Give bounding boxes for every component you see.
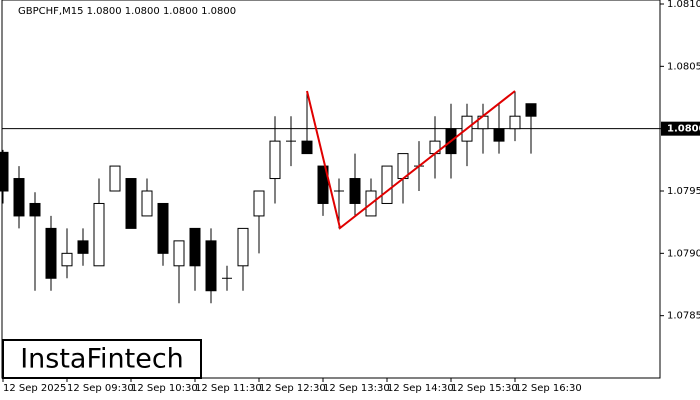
pattern-line — [306, 90, 516, 230]
candle-body — [349, 178, 361, 204]
candle-body — [61, 252, 73, 267]
marks — [0, 91, 660, 304]
watermark-box — [2, 339, 202, 379]
candle-body — [29, 202, 41, 217]
watermark: InstaFintech — [20, 344, 184, 375]
candle-body — [93, 202, 105, 267]
y-tick-label: 1.0785 — [667, 311, 700, 322]
candle-body — [237, 227, 249, 267]
y-tick-label: 1.0805 — [667, 61, 700, 72]
candle-body — [189, 227, 201, 267]
chart-title: GBPCHF,M15 1.0800 1.0800 1.0800 1.0800 — [18, 6, 236, 17]
candle-body — [141, 190, 153, 217]
candle-body — [525, 103, 537, 117]
candle-body — [205, 240, 217, 292]
candle-body — [125, 178, 137, 229]
candle-body — [253, 190, 265, 217]
x-tick-label: 12 Sep 10:30 — [131, 383, 198, 394]
candle-body — [13, 178, 25, 217]
x-tick-label: 12 Sep 13:30 — [323, 383, 390, 394]
candle-body — [77, 240, 89, 254]
candle-body — [0, 151, 9, 192]
candle-body — [301, 140, 313, 155]
candle-body — [157, 202, 169, 254]
x-tick-label: 12 Sep 09:30 — [67, 383, 134, 394]
candle-body — [45, 227, 57, 279]
candle-body — [109, 165, 121, 192]
x-tick-label: 12 Sep 15:30 — [451, 383, 518, 394]
y-tick-label: 1.0800 — [667, 124, 700, 135]
candle-body — [317, 165, 329, 204]
y-tick-label: 1.0790 — [667, 248, 700, 259]
x-tick-label: 12 Sep 2025 — [3, 383, 66, 394]
candle-body — [493, 128, 505, 142]
candle-body — [509, 115, 521, 130]
y-tick-label: 1.0810 — [667, 0, 700, 10]
candle-body — [269, 140, 281, 180]
y-tick-label: 1.0795 — [667, 186, 700, 197]
candle-body — [173, 240, 185, 267]
x-tick-label: 12 Sep 16:30 — [515, 383, 582, 394]
x-tick-label: 12 Sep 12:30 — [259, 383, 326, 394]
candle-body — [381, 165, 393, 204]
price-tag — [661, 121, 700, 136]
x-tick-label: 12 Sep 11:30 — [195, 383, 262, 394]
x-tick-label: 12 Sep 14:30 — [387, 383, 454, 394]
